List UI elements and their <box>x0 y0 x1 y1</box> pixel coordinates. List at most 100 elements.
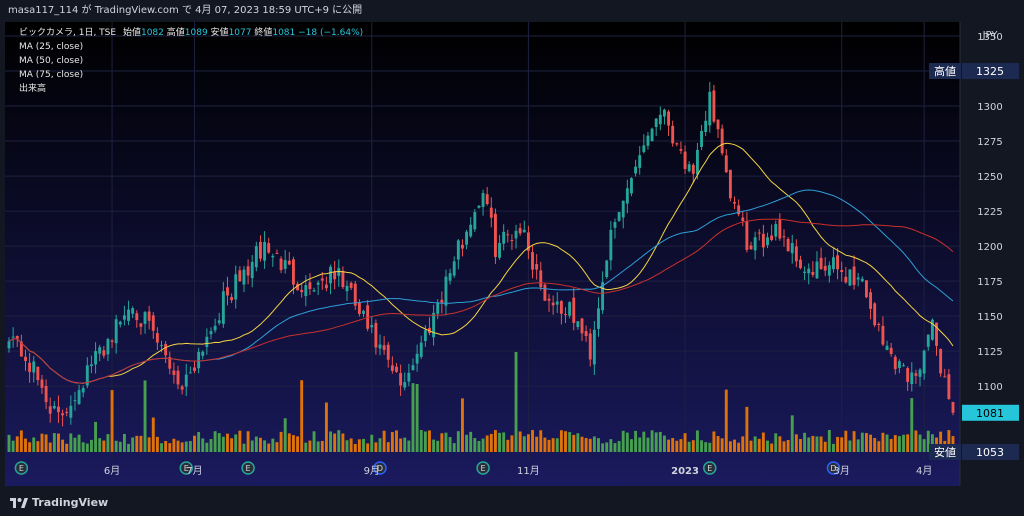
candle-body <box>489 207 493 218</box>
dividend-event-marker[interactable]: D <box>373 461 387 475</box>
time-axis[interactable]: 6月 7月 9月 11月 2023 3月 4月 <box>104 465 932 477</box>
volume-bar <box>910 398 914 452</box>
volume-bar <box>642 431 646 452</box>
volume-bar <box>576 433 580 452</box>
candle-body <box>44 385 48 403</box>
candle-body <box>28 362 32 372</box>
candle-body <box>757 232 761 234</box>
dividend-event-marker[interactable]: D <box>826 461 841 475</box>
legend-ma50[interactable]: MA (50, close) <box>19 56 84 66</box>
candle-body <box>444 276 448 306</box>
earnings-event-marker[interactable]: E <box>241 461 255 475</box>
candle-body <box>184 374 188 387</box>
volume-bar <box>77 434 81 452</box>
candle-body <box>7 341 11 349</box>
legend-high: 1089 <box>184 28 208 38</box>
candle-body <box>304 285 308 297</box>
volume-bar <box>646 437 650 452</box>
candle-body <box>135 313 139 321</box>
legend-open-label: 始値 <box>122 28 141 38</box>
candle-body <box>803 271 807 273</box>
volume-bar <box>695 430 699 452</box>
earnings-event-marker[interactable]: E <box>703 461 717 475</box>
candle-body <box>856 277 860 280</box>
volume-bar <box>860 432 864 452</box>
candle-body <box>259 241 262 259</box>
volume-bar <box>803 432 807 452</box>
legend-ma25[interactable]: MA (25, close) <box>19 42 84 52</box>
legend-ma75[interactable]: MA (75, close) <box>19 70 84 80</box>
candle-body <box>234 274 238 300</box>
volume-bar <box>287 433 291 452</box>
volume-bar <box>32 437 36 452</box>
event-marker-circle <box>373 461 387 475</box>
candle-body <box>254 246 258 268</box>
candle-body <box>419 342 423 357</box>
candle-body <box>716 119 720 130</box>
candle-body <box>761 233 765 248</box>
candle-body <box>518 228 522 234</box>
volume-bar <box>259 437 262 452</box>
volume-bar <box>160 443 163 452</box>
candle-body <box>197 351 201 369</box>
candle-body <box>506 234 510 236</box>
volume-bar <box>662 435 666 452</box>
volume-bar <box>419 430 423 452</box>
volume-bar <box>176 440 180 452</box>
candle-body <box>605 260 609 278</box>
candle-body <box>543 284 547 301</box>
volume-bar <box>469 431 473 452</box>
volume-bar <box>543 437 547 452</box>
earnings-event-marker[interactable]: E <box>179 461 194 475</box>
candle-body <box>493 213 497 257</box>
volume-bar <box>597 438 600 452</box>
volume-bar <box>621 430 625 452</box>
volume-bar <box>848 440 852 452</box>
volume-bar <box>279 431 283 452</box>
volume-bar <box>250 440 254 452</box>
price-tick-label: 1125 <box>977 347 1002 358</box>
candle-body <box>498 243 501 258</box>
candle-body <box>539 270 543 288</box>
candle-body <box>345 285 349 292</box>
tradingview-logo[interactable]: TradingView <box>10 496 108 509</box>
earnings-event-marker[interactable]: E <box>476 461 490 475</box>
candle-body <box>947 374 951 399</box>
volume-bar <box>539 430 543 452</box>
candle-body <box>897 361 901 368</box>
chart-frame[interactable]: E E E D E E D JPY 1100 1125 1150 1175 1200 1225 1250 1… <box>5 22 1019 486</box>
volume-bar <box>444 432 448 452</box>
volume-bar <box>300 380 304 452</box>
candle-body <box>139 323 143 327</box>
candle-body <box>728 169 732 199</box>
price-chart[interactable]: E E E D E E D JPY 1100 1125 1150 1175 1200 1225 1250 1… <box>5 22 1019 486</box>
candle-body <box>127 309 130 321</box>
low-price-tag-value-bg <box>962 444 1019 460</box>
volume-bar <box>588 438 592 452</box>
earnings-event-marker[interactable]: E <box>14 461 29 475</box>
candle-body <box>308 282 312 290</box>
candle-body <box>407 372 411 382</box>
volume-bar <box>815 436 819 452</box>
volume-bar <box>922 439 926 452</box>
candle-body <box>432 312 436 338</box>
candle-body <box>465 231 469 245</box>
candle-body <box>531 252 534 270</box>
volume-bar <box>638 437 642 452</box>
high-price-tag-value-bg <box>962 63 1019 80</box>
volume-bar <box>745 406 749 452</box>
volume-bar <box>403 437 407 452</box>
candle-body <box>48 406 52 414</box>
candle-body <box>485 194 489 205</box>
candle-body <box>794 246 798 262</box>
legend-volume[interactable]: 出来高 <box>19 84 47 94</box>
candle-body <box>436 303 440 314</box>
volume-bar <box>201 438 205 452</box>
volume-bar <box>671 438 675 452</box>
volume-bar <box>61 439 65 452</box>
candle-body <box>827 265 831 276</box>
candle-body <box>90 364 93 367</box>
volume-bar <box>823 441 827 452</box>
volume-bar <box>168 443 172 452</box>
